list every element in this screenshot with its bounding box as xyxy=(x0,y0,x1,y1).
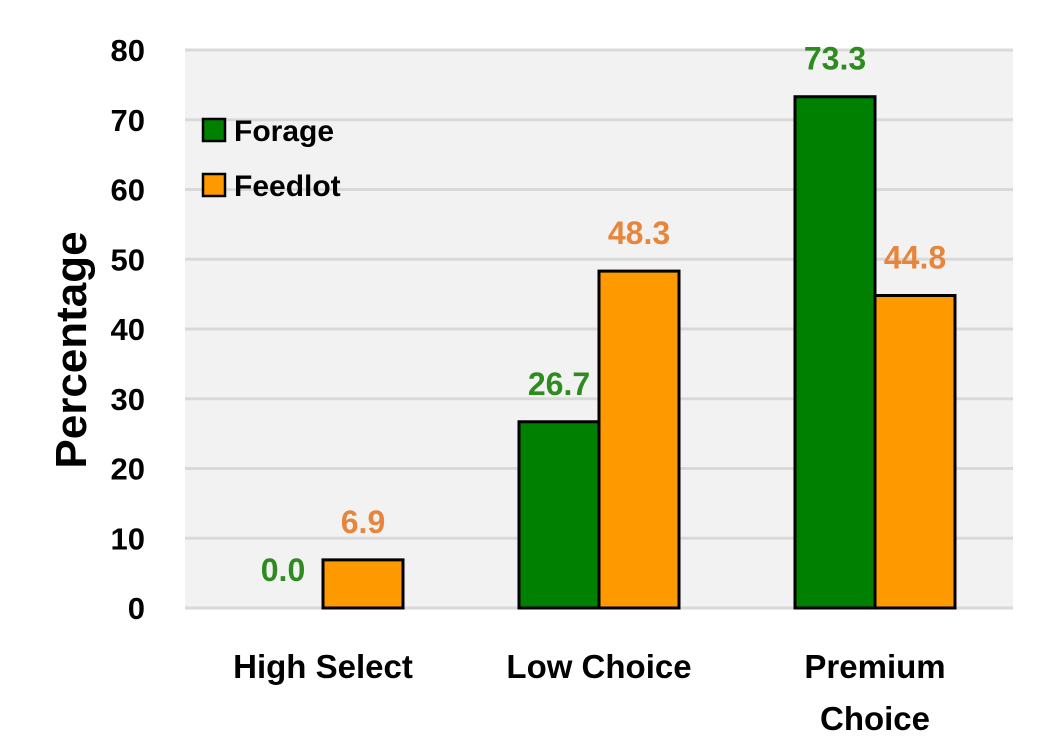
y-tick-label: 60 xyxy=(111,173,145,208)
bar-forage xyxy=(517,420,601,610)
bar-feedlot xyxy=(597,269,681,610)
y-tick-label: 20 xyxy=(111,452,145,487)
y-tick-label: 10 xyxy=(111,521,145,556)
data-label-forage: 0.0 xyxy=(261,552,305,588)
y-tick-label: 80 xyxy=(111,33,145,68)
y-tick-label: 30 xyxy=(111,382,145,417)
y-axis-label: Percentage xyxy=(47,231,96,468)
data-label-forage: 26.7 xyxy=(528,366,590,402)
y-tick-label: 0 xyxy=(128,591,145,626)
x-tick-label: Low Choice xyxy=(506,648,691,685)
bar-feedlot xyxy=(321,558,405,610)
data-label-feedlot: 44.8 xyxy=(884,240,946,276)
legend-swatch-forage xyxy=(201,117,227,143)
y-tick-label: 50 xyxy=(111,242,145,277)
bar-forage xyxy=(793,95,877,610)
y-tick-label: 70 xyxy=(111,103,145,138)
x-tick-label: Choice xyxy=(820,700,930,737)
legend-label-feedlot: Feedlot xyxy=(234,170,341,203)
x-tick-label: Premium xyxy=(804,648,945,685)
data-label-feedlot: 6.9 xyxy=(341,504,385,540)
y-tick-label: 40 xyxy=(111,312,145,347)
bar-feedlot xyxy=(873,294,957,610)
data-label-feedlot: 48.3 xyxy=(608,215,670,251)
data-label-forage: 73.3 xyxy=(804,41,866,77)
legend-label-forage: Forage xyxy=(234,115,334,148)
legend-swatch-feedlot xyxy=(201,172,227,198)
x-tick-label: High Select xyxy=(233,648,413,685)
